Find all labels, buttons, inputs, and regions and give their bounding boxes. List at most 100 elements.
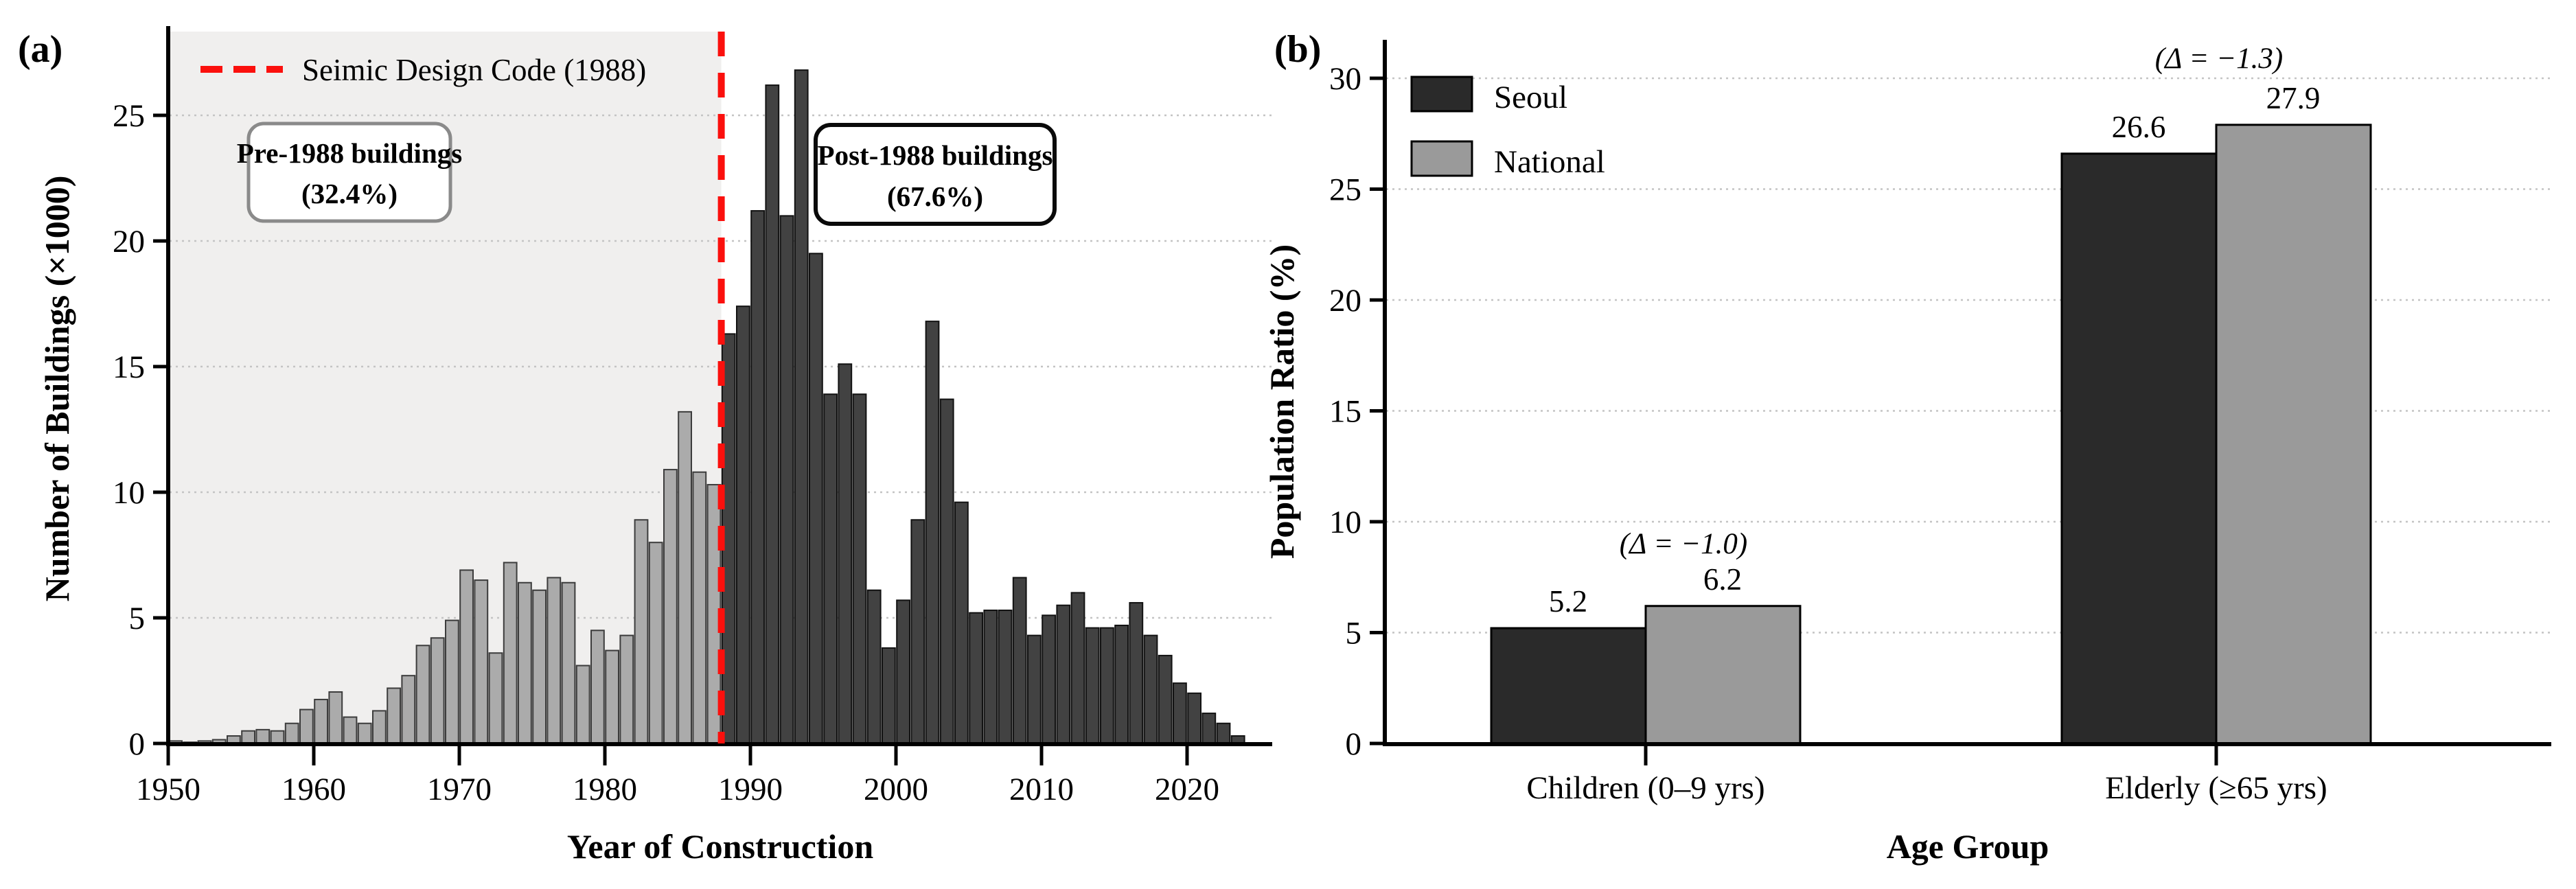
bar-1966	[401, 675, 416, 744]
bar-2008	[1012, 577, 1027, 744]
bar-1972	[488, 652, 503, 744]
bar-2000	[896, 599, 910, 744]
bar-1993	[794, 69, 809, 745]
bar-1970	[459, 569, 474, 745]
panel-a-axes: 0 5 10 15 20 25 1950 1960 1970 1980 1990 2000 2010 20…	[113, 26, 1272, 807]
value-label-seoul-elderly: 26.6	[2112, 110, 2166, 144]
bar-1969	[445, 619, 459, 744]
bar-1955	[241, 730, 256, 744]
bar-1957	[270, 730, 285, 744]
category-label-children: Children (0–9 yrs)	[1526, 770, 1764, 806]
post-1988-box-line1: Post-1988 buildings	[818, 139, 1053, 171]
bar-1965	[387, 687, 402, 744]
bar-1986	[692, 471, 707, 744]
bar-1975	[532, 589, 547, 744]
x-tick-label-1950: 1950	[136, 772, 200, 807]
bar-2007	[998, 610, 1013, 745]
panel-b-letter: (b)	[1274, 28, 1321, 71]
bar-national-1	[2215, 124, 2372, 745]
bar-2002	[925, 321, 940, 744]
bar-seoul-0	[1490, 627, 1647, 745]
bar-1976	[547, 577, 562, 744]
bar-1959	[299, 708, 314, 744]
bar-1984	[663, 469, 678, 744]
bar-1981	[619, 634, 634, 744]
value-label-seoul-children: 5.2	[1549, 584, 1587, 619]
x-tick-label-2000: 2000	[864, 772, 928, 807]
x-tick-label-1960: 1960	[281, 772, 346, 807]
bar-2004	[954, 501, 969, 744]
bar-1958	[284, 722, 299, 744]
seismic-code-legend-label: Seimic Design Code (1988)	[302, 53, 646, 87]
bar-2001	[910, 519, 925, 744]
x-tick-label-2020: 2020	[1155, 772, 1219, 807]
bar-2006	[983, 610, 998, 745]
bar-2010	[1042, 614, 1056, 745]
y-tick-label-20: 20	[1329, 283, 1361, 319]
panel-b-axes: 0 5 10 15 20 25 30	[1329, 40, 2551, 765]
bar-1992	[779, 215, 794, 744]
y-tick-label-10: 10	[1329, 505, 1361, 540]
y-tick-label-0: 0	[129, 726, 146, 762]
bar-2005	[969, 612, 983, 744]
x-tick-label-1990: 1990	[718, 772, 783, 807]
bar-1974	[518, 581, 532, 745]
bar-2021	[1201, 713, 1217, 744]
bar-1983	[648, 542, 663, 744]
bar-2022	[1216, 722, 1231, 744]
x-tick-label-2010: 2010	[1009, 772, 1074, 807]
panel-a-x-axis-title: Year of Construction	[567, 827, 873, 866]
bar-1956	[255, 728, 271, 744]
bar-1973	[503, 562, 518, 744]
pre-1988-box-line2: (32.4%)	[301, 178, 398, 209]
legend-label-seoul: Seoul	[1494, 80, 1567, 115]
value-label-national-elderly: 27.9	[2266, 81, 2321, 115]
pre-1988-annotation-box	[246, 122, 452, 223]
bar-1967	[415, 645, 430, 745]
bar-1990	[750, 210, 765, 744]
y-tick-label-25: 25	[1329, 172, 1361, 208]
bar-2015	[1114, 624, 1129, 744]
y-tick-label-10: 10	[113, 475, 145, 511]
category-label-elderly: Elderly (≥65 yrs)	[2105, 770, 2327, 806]
bar-1997	[852, 393, 867, 744]
panel-b-bars	[1490, 124, 2372, 745]
bar-1977	[561, 581, 576, 745]
bar-1996	[838, 363, 853, 744]
bar-1964	[372, 710, 387, 745]
post-1988-box-line2: (67.6%)	[887, 181, 983, 212]
bar-1982	[634, 519, 649, 744]
bar-2019	[1173, 682, 1187, 744]
bar-seoul-1	[2060, 152, 2218, 745]
value-label-national-children: 6.2	[1703, 562, 1742, 597]
legend-swatch-national	[1410, 140, 1473, 177]
y-tick-label-25: 25	[113, 98, 145, 134]
delta-label-children: (Δ = −1.0)	[1620, 528, 1747, 560]
bar-1999	[882, 647, 896, 744]
legend-swatch-seoul	[1410, 76, 1473, 113]
bar-2017	[1143, 634, 1158, 744]
bar-1998	[866, 589, 882, 744]
bar-1980	[605, 649, 620, 745]
bar-2018	[1158, 654, 1173, 745]
y-tick-label-5: 5	[1346, 616, 1362, 651]
post-1988-annotation-box	[814, 123, 1057, 226]
pre-1988-box-line1: Pre-1988 buildings	[237, 137, 462, 169]
bar-1995	[823, 393, 838, 744]
y-tick-label-15: 15	[1329, 394, 1361, 430]
y-tick-label-20: 20	[113, 224, 145, 259]
bar-1985	[678, 411, 693, 744]
bar-1979	[590, 630, 605, 744]
panel-a-letter: (a)	[18, 28, 62, 71]
bar-1963	[357, 722, 372, 744]
y-tick-label-15: 15	[113, 349, 145, 385]
bar-2009	[1027, 634, 1042, 744]
bar-2011	[1056, 604, 1071, 745]
bar-2020	[1187, 692, 1201, 744]
bar-2013	[1085, 627, 1100, 745]
x-tick-label-1980: 1980	[573, 772, 637, 807]
panel-a-y-axis-title: Number of Buildings (×1000)	[38, 176, 76, 602]
bar-2016	[1129, 602, 1144, 744]
bar-1962	[343, 716, 358, 744]
